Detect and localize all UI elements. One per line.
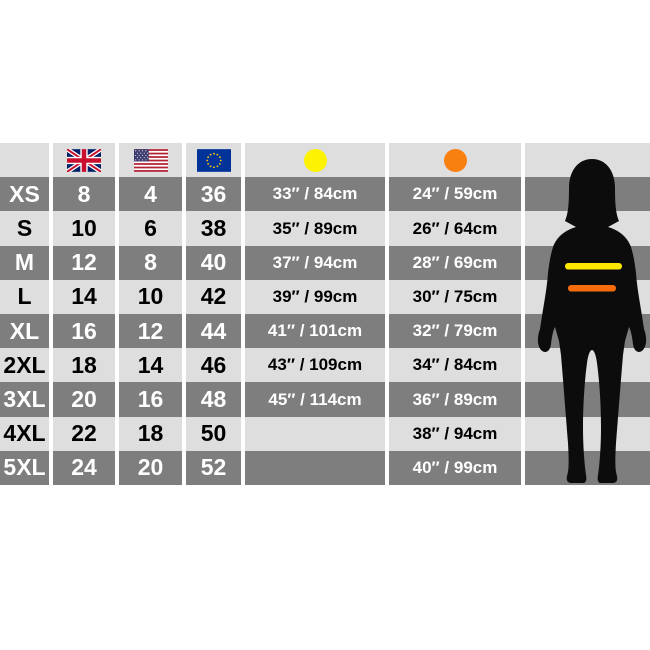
eu-cell: 52 <box>186 450 241 486</box>
waist-cell: 40″ / 99cm <box>389 450 521 486</box>
eu-cell: 40 <box>186 245 241 280</box>
uk-cell: 20 <box>53 382 115 417</box>
size-cell: 4XL <box>0 416 49 451</box>
size-column-header <box>0 143 49 178</box>
bust-marker-icon <box>303 148 327 172</box>
uk-cell: 18 <box>53 348 115 383</box>
waist-cell: 30″ / 75cm <box>389 279 521 315</box>
size-cell: L <box>0 279 49 315</box>
us-cell: 8 <box>119 245 182 280</box>
bust-cell: 35″ / 89cm <box>245 211 385 246</box>
waist-cell: 26″ / 64cm <box>389 211 521 246</box>
bust-cell: 37″ / 94cm <box>245 245 385 280</box>
size-cell: 5XL <box>0 450 49 486</box>
bust-column: 33″ / 84cm 35″ / 89cm 37″ / 94cm 39″ / 99cm… <box>245 143 385 486</box>
us-cell: 4 <box>119 177 182 212</box>
waist-marker-icon <box>443 148 467 172</box>
eu-cell: 36 <box>186 177 241 212</box>
eu-cell: 42 <box>186 279 241 315</box>
figure-cell <box>525 382 650 417</box>
uk-cell: 24 <box>53 450 115 486</box>
size-cell: S <box>0 211 49 246</box>
eu-cell: 50 <box>186 416 241 451</box>
eu-cell: 48 <box>186 382 241 417</box>
figure-cell <box>525 450 650 486</box>
size-cell: XL <box>0 314 49 349</box>
uk-size-column: 8 10 12 14 16 18 20 22 24 <box>53 143 115 486</box>
us-cell: 16 <box>119 382 182 417</box>
uk-cell: 16 <box>53 314 115 349</box>
us-cell: 18 <box>119 416 182 451</box>
size-cell: 3XL <box>0 382 49 417</box>
uk-cell: 10 <box>53 211 115 246</box>
us-cell: 20 <box>119 450 182 486</box>
us-flag-icon <box>133 148 168 172</box>
eu-cell: 46 <box>186 348 241 383</box>
bust-cell <box>245 450 385 486</box>
size-chart: XS S M L XL 2XL 3XL 4XL 5XL 8 10 12 14 16 18 20 22 24 <box>0 143 650 486</box>
bust-cell <box>245 416 385 451</box>
bust-line <box>565 263 622 270</box>
waist-cell: 28″ / 69cm <box>389 245 521 280</box>
size-cell: M <box>0 245 49 280</box>
size-column: XS S M L XL 2XL 3XL 4XL 5XL <box>0 143 49 486</box>
waist-line <box>568 285 616 292</box>
uk-cell: 12 <box>53 245 115 280</box>
waist-cell: 36″ / 89cm <box>389 382 521 417</box>
bust-cell: 43″ / 109cm <box>245 348 385 383</box>
uk-cell: 14 <box>53 279 115 315</box>
waist-column: 24″ / 59cm 26″ / 64cm 28″ / 69cm 30″ / 75cm… <box>389 143 521 486</box>
bust-cell: 39″ / 99cm <box>245 279 385 315</box>
bust-cell: 45″ / 114cm <box>245 382 385 417</box>
eu-flag-header <box>186 143 241 178</box>
size-cell: XS <box>0 177 49 212</box>
bust-header <box>245 143 385 178</box>
us-flag-header <box>119 143 182 178</box>
bust-cell: 33″ / 84cm <box>245 177 385 212</box>
us-cell: 14 <box>119 348 182 383</box>
size-cell: 2XL <box>0 348 49 383</box>
us-cell: 6 <box>119 211 182 246</box>
bust-cell: 41″ / 101cm <box>245 314 385 349</box>
uk-flag-icon <box>67 148 101 172</box>
eu-cell: 38 <box>186 211 241 246</box>
uk-cell: 8 <box>53 177 115 212</box>
uk-flag-header <box>53 143 115 178</box>
uk-cell: 22 <box>53 416 115 451</box>
eu-flag-icon <box>196 148 231 172</box>
eu-cell: 44 <box>186 314 241 349</box>
us-cell: 10 <box>119 279 182 315</box>
us-cell: 12 <box>119 314 182 349</box>
waist-cell: 34″ / 84cm <box>389 348 521 383</box>
waist-cell: 32″ / 79cm <box>389 314 521 349</box>
figure-cell <box>525 416 650 451</box>
waist-cell: 38″ / 94cm <box>389 416 521 451</box>
woman-silhouette <box>537 159 647 483</box>
us-size-column: 4 6 8 10 12 14 16 18 20 <box>119 143 182 486</box>
eu-size-column: 36 38 40 42 44 46 48 50 52 <box>186 143 241 486</box>
body-outline <box>537 159 647 483</box>
waist-cell: 24″ / 59cm <box>389 177 521 212</box>
waist-header <box>389 143 521 178</box>
